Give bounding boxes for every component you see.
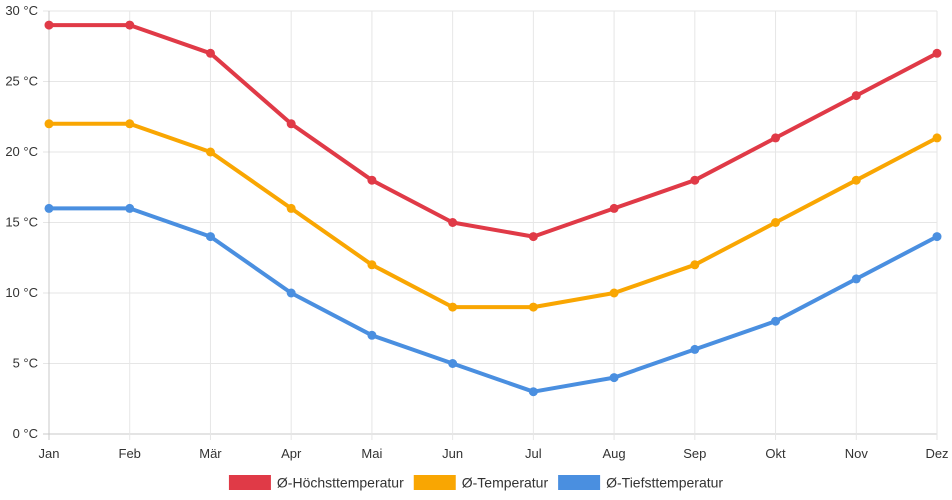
data-point[interactable] (205, 147, 215, 157)
data-point[interactable] (286, 288, 296, 298)
data-point[interactable] (44, 119, 54, 129)
series-line (47, 206, 939, 394)
legend-swatch (558, 475, 601, 490)
data-point[interactable] (771, 316, 781, 326)
legend: Ø-Höchsttemperatur Ø-Temperatur Ø-Tiefstte… (228, 475, 723, 491)
data-point[interactable] (125, 203, 135, 213)
data-point[interactable] (932, 232, 942, 242)
data-point[interactable] (205, 232, 215, 242)
y-tick-label: 15 °C (5, 215, 38, 230)
series-2 (44, 203, 942, 397)
data-point[interactable] (528, 302, 538, 312)
legend-label: Ø-Höchsttemperatur (277, 475, 404, 491)
y-tick-label: 5 °C (13, 356, 38, 371)
data-point[interactable] (932, 133, 942, 143)
legend-label: Ø-Temperatur (462, 475, 549, 491)
x-tick-label: Jul (525, 446, 542, 461)
data-point[interactable] (932, 48, 942, 58)
data-point[interactable] (367, 330, 377, 340)
legend-item[interactable]: Ø-Höchsttemperatur (228, 475, 404, 491)
data-point[interactable] (690, 175, 700, 185)
data-point[interactable] (851, 274, 861, 284)
series-line (47, 23, 939, 239)
data-point[interactable] (851, 91, 861, 101)
data-point[interactable] (44, 20, 54, 30)
data-point[interactable] (609, 373, 619, 383)
data-point[interactable] (528, 387, 538, 397)
y-tick-label: 20 °C (5, 144, 38, 159)
y-tick-label: 10 °C (5, 285, 38, 300)
data-point[interactable] (286, 119, 296, 129)
legend-label: Ø-Tiefsttemperatur (606, 475, 723, 491)
x-tick-label: Sep (683, 446, 706, 461)
x-tick-label: Mär (199, 446, 222, 461)
y-tick-label: 0 °C (13, 426, 38, 441)
data-point[interactable] (609, 203, 619, 213)
data-point[interactable] (448, 218, 458, 227)
x-tick-label: Jan (39, 446, 60, 461)
y-tick-label: 30 °C (5, 3, 38, 18)
data-point[interactable] (125, 20, 135, 30)
data-point[interactable] (286, 203, 296, 213)
data-point[interactable] (851, 175, 861, 185)
data-point[interactable] (690, 344, 700, 354)
x-tick-label: Okt (765, 446, 786, 461)
data-point[interactable] (367, 175, 377, 185)
series-0 (44, 20, 942, 242)
data-point[interactable] (771, 218, 781, 227)
data-point[interactable] (448, 359, 458, 368)
data-point[interactable] (448, 302, 458, 312)
legend-swatch (228, 475, 271, 490)
legend-item[interactable]: Ø-Temperatur (413, 475, 549, 491)
x-tick-label: Mai (361, 446, 382, 461)
x-tick-label: Dez (925, 446, 948, 461)
data-point[interactable] (367, 260, 377, 270)
data-point[interactable] (44, 203, 54, 213)
y-tick-label: 25 °C (5, 74, 38, 89)
series-1 (44, 119, 942, 312)
data-point[interactable] (609, 288, 619, 298)
data-point[interactable] (528, 232, 538, 242)
x-tick-label: Aug (603, 446, 626, 461)
x-tick-label: Nov (845, 446, 869, 461)
data-point[interactable] (771, 133, 781, 143)
series-line (47, 121, 939, 310)
data-point[interactable] (205, 48, 215, 58)
legend-swatch (413, 475, 456, 490)
x-tick-label: Jun (442, 446, 463, 461)
data-point[interactable] (125, 119, 135, 129)
axes: 0 °C 5 °C 10 °C 15 °C 20 °C 25 °C 30 °C Jan Feb M… (5, 3, 948, 461)
x-tick-label: Apr (281, 446, 302, 461)
legend-item[interactable]: Ø-Tiefsttemperatur (558, 475, 723, 491)
x-tick-label: Feb (119, 446, 141, 461)
data-point[interactable] (690, 260, 700, 270)
series-group (44, 20, 942, 397)
